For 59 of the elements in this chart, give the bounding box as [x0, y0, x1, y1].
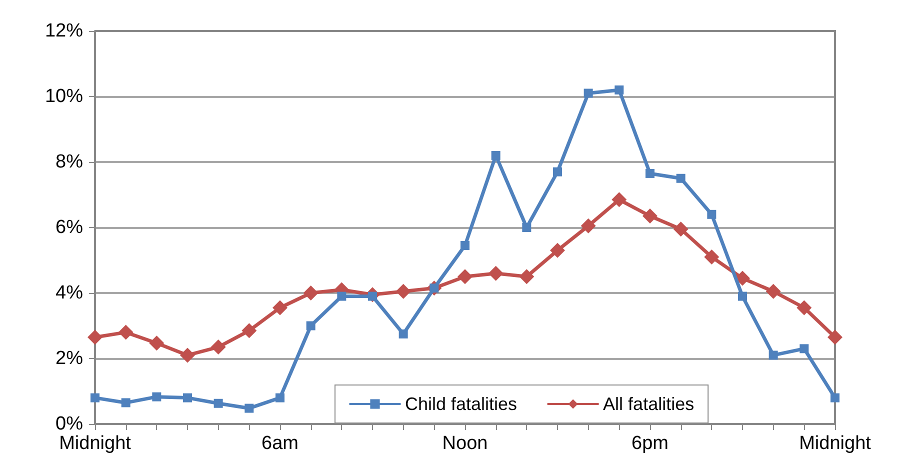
point — [580, 218, 596, 234]
point — [522, 223, 532, 232]
point — [646, 168, 654, 178]
point — [830, 393, 840, 402]
point — [676, 174, 686, 183]
y-tick-label: 6% — [56, 217, 84, 238]
point — [276, 393, 284, 402]
point — [796, 300, 812, 316]
y-tick-label: 10% — [44, 86, 84, 107]
point — [642, 208, 658, 224]
point — [244, 404, 254, 413]
point — [306, 321, 316, 330]
legend-label: All fatalities — [603, 394, 694, 414]
point — [214, 398, 223, 408]
y-tick-label: 2% — [56, 348, 84, 369]
point — [458, 269, 472, 284]
point — [519, 269, 534, 284]
point — [738, 292, 747, 301]
x-tick-label: Noon — [442, 433, 488, 454]
point — [766, 284, 781, 299]
point — [550, 242, 565, 258]
x-tick-label: 6pm — [632, 433, 668, 454]
x-tick-label: Midnight — [799, 433, 872, 454]
point — [396, 284, 411, 299]
point — [152, 392, 162, 402]
point — [800, 344, 809, 354]
point — [398, 329, 408, 338]
y-tick-label: 0% — [56, 414, 84, 434]
point — [118, 324, 134, 340]
y-tick-label: 12% — [44, 20, 84, 42]
y-tick-label: 4% — [56, 282, 84, 304]
point — [704, 249, 720, 264]
x-tick-label: Midnight — [59, 433, 132, 454]
point — [210, 340, 226, 355]
point — [614, 85, 624, 94]
point — [88, 330, 102, 345]
point — [242, 323, 257, 338]
point — [121, 398, 130, 408]
point — [488, 266, 504, 281]
x-tick-label: 6am — [262, 433, 298, 454]
point — [553, 167, 562, 176]
point — [272, 300, 288, 316]
point — [180, 348, 195, 363]
point — [460, 241, 470, 250]
legend-label: Child fatalities — [405, 394, 518, 414]
point — [584, 88, 593, 98]
point — [707, 210, 716, 219]
point — [337, 292, 346, 301]
y-tick-label: 8% — [56, 152, 84, 172]
point — [735, 270, 750, 286]
point — [828, 330, 842, 345]
point — [768, 350, 778, 360]
point — [149, 336, 164, 351]
point — [303, 286, 318, 300]
point — [90, 393, 100, 402]
point — [183, 393, 192, 402]
point — [612, 192, 627, 208]
point — [491, 150, 500, 160]
point — [673, 222, 688, 237]
